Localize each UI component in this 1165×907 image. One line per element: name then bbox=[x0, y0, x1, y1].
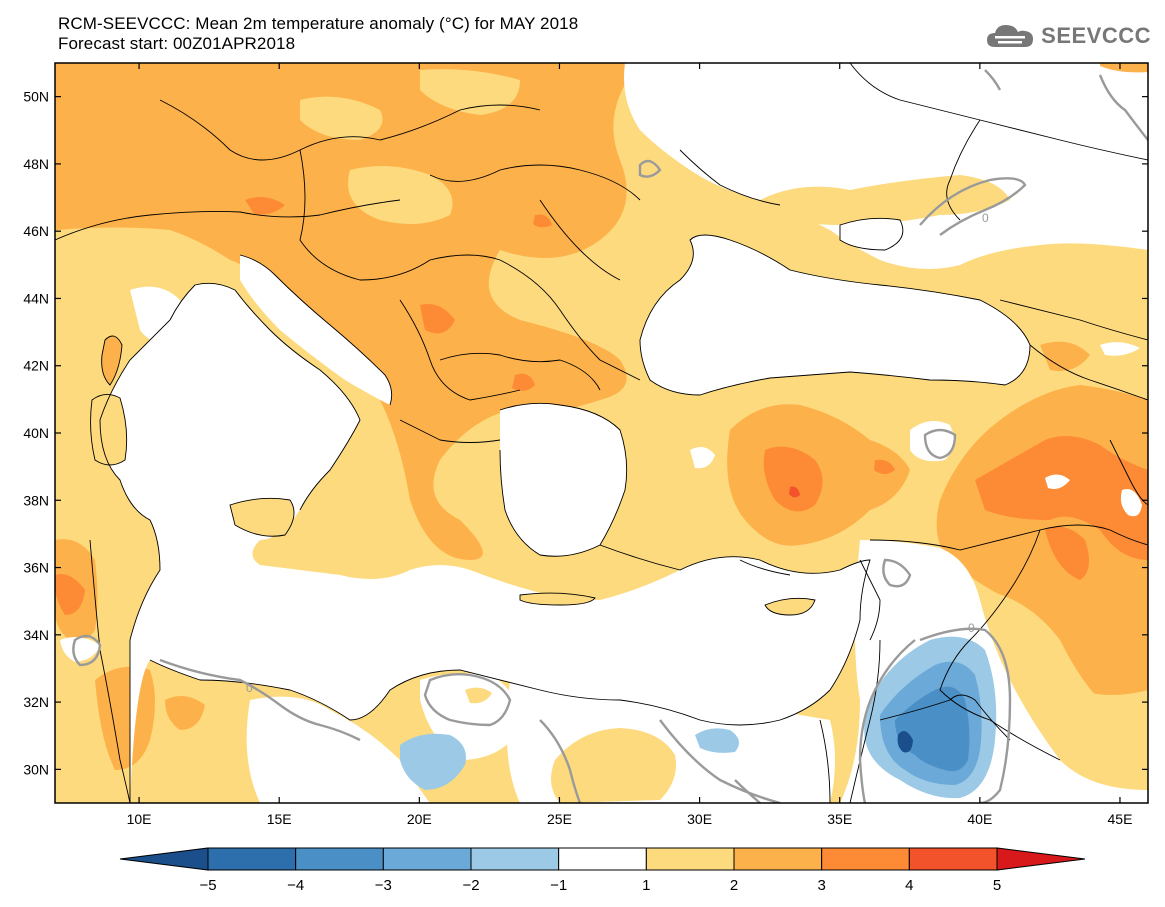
legend-swatch bbox=[733, 847, 823, 871]
legend-tick-label: −4 bbox=[287, 877, 304, 894]
legend-swatch bbox=[207, 847, 297, 871]
field-3-4-turkey-east bbox=[874, 459, 895, 474]
field-white-turkey-east bbox=[1045, 474, 1070, 489]
legend-arrow-high bbox=[996, 847, 1086, 871]
field-1-2-middle-east bbox=[985, 590, 1148, 771]
lon-label: 25E bbox=[547, 811, 572, 827]
field-neg-1-2-libya bbox=[400, 733, 466, 790]
contour-label-0c: 0 bbox=[246, 681, 253, 695]
lat-label: 46N bbox=[23, 223, 49, 239]
legend-swatch bbox=[558, 847, 647, 871]
field-2-3-libya-west bbox=[165, 696, 205, 730]
lat-label: 34N bbox=[23, 627, 49, 643]
field-white-armenia bbox=[1120, 489, 1142, 517]
field-white-turkey-spot2 bbox=[690, 446, 715, 469]
sea-black bbox=[640, 235, 1030, 395]
island-cyprus bbox=[765, 598, 815, 615]
anomaly-fields: 0 0 0 bbox=[55, 63, 1148, 803]
lat-label: 30N bbox=[23, 761, 49, 777]
lat-label: 42N bbox=[23, 358, 49, 374]
sea-adriatic bbox=[240, 255, 392, 405]
colorbar-legend: −5 −4 −3 −2 −1 1 2 3 4 5 bbox=[119, 847, 1086, 894]
lat-label: 36N bbox=[23, 560, 49, 576]
lon-label: 10E bbox=[127, 811, 152, 827]
contour-label-0: 0 bbox=[968, 621, 975, 635]
field-neg-4-5-jordan bbox=[897, 731, 913, 753]
title-line: RCM-SEEVCCC: Mean 2m temperature anomaly… bbox=[58, 14, 579, 33]
seevccc-logo: SEEVCCC bbox=[985, 21, 1151, 51]
sea-tyrrhenian bbox=[130, 286, 184, 345]
zero-contours bbox=[72, 69, 1148, 803]
field-3-4-romania bbox=[533, 214, 552, 228]
legend-tick-label: 5 bbox=[993, 877, 1001, 894]
legend-swatch bbox=[821, 847, 910, 871]
legend-swatch bbox=[295, 847, 384, 871]
island-corsica bbox=[101, 336, 122, 385]
field-3-4-austria bbox=[245, 196, 285, 215]
cloud-icon bbox=[987, 25, 1034, 47]
field-2-3-central-europe bbox=[55, 63, 640, 560]
latitude-axis: 30N 32N 34N 36N 38N 40N 42N 44N 46N 48N 50N bbox=[23, 89, 1148, 777]
forecast-start-line: Forecast start: 00Z01APR2018 bbox=[58, 34, 296, 53]
field-2-3-caucasus bbox=[1040, 341, 1090, 371]
lat-label: 44N bbox=[23, 290, 49, 306]
legend-tick-label: 2 bbox=[730, 877, 738, 894]
legend-swatch bbox=[908, 847, 998, 871]
lon-label: 30E bbox=[687, 811, 712, 827]
field-4-5-turkey bbox=[789, 486, 800, 498]
lat-label: 50N bbox=[23, 89, 49, 105]
legend-swatch bbox=[470, 847, 560, 871]
field-1-2-hungary bbox=[348, 166, 453, 224]
field-3-4-turkey bbox=[763, 446, 823, 512]
lon-label: 40E bbox=[967, 811, 992, 827]
sea-aegean bbox=[500, 403, 627, 557]
field-3-4-maghreb bbox=[55, 574, 85, 615]
sea-mediterranean bbox=[100, 283, 870, 803]
map-title: RCM-SEEVCCC: Mean 2m temperature anomaly… bbox=[58, 14, 578, 54]
legend-tick-label: 1 bbox=[642, 877, 650, 894]
field-3-4-bulgaria bbox=[512, 373, 535, 391]
field-3-4-east bbox=[975, 436, 1148, 560]
field-2-3-tunisia-south bbox=[95, 666, 155, 770]
legend-swatch bbox=[382, 847, 472, 871]
island-sardinia bbox=[90, 394, 127, 465]
legend-tick-label: −1 bbox=[550, 877, 567, 894]
island-sicily bbox=[230, 498, 294, 537]
lat-label: 40N bbox=[23, 425, 49, 441]
lon-label: 20E bbox=[407, 811, 432, 827]
field-white-tunisia bbox=[60, 636, 100, 662]
legend-tick-label: −3 bbox=[375, 877, 392, 894]
lon-label: 35E bbox=[827, 811, 852, 827]
legend-tick-label: 3 bbox=[817, 877, 825, 894]
lat-label: 48N bbox=[23, 156, 49, 172]
island-crete bbox=[520, 593, 595, 605]
field-2-3-ne-corner bbox=[1100, 63, 1148, 73]
lat-label: 38N bbox=[23, 492, 49, 508]
legend-arrow-low bbox=[119, 847, 209, 871]
field-neg-3-4-jordan bbox=[895, 686, 970, 772]
legend-tick-label: 4 bbox=[905, 877, 913, 894]
legend-tick-label: −5 bbox=[199, 877, 216, 894]
field-3-4-syria bbox=[1045, 526, 1089, 580]
field-white-caucasus bbox=[1100, 342, 1140, 356]
field-1-2-libya-dot bbox=[465, 687, 492, 704]
lon-label: 15E bbox=[267, 811, 292, 827]
borders bbox=[55, 63, 1148, 803]
field-1-2-egypt-blob bbox=[551, 728, 676, 803]
field-3-4-serbia bbox=[420, 304, 455, 334]
lon-label: 45E bbox=[1108, 811, 1133, 827]
sea-azov bbox=[840, 218, 903, 250]
longitude-axis: 10E 15E 20E 25E 30E 35E 40E 45E bbox=[127, 63, 1133, 827]
legend-swatch bbox=[645, 847, 735, 871]
field-1-2-poland bbox=[420, 69, 520, 115]
logo-text: SEEVCCC bbox=[1041, 23, 1151, 48]
contour-label-0b: 0 bbox=[982, 211, 989, 225]
field-white-libya bbox=[246, 696, 430, 803]
lat-label: 32N bbox=[23, 694, 49, 710]
field-white-ukraine bbox=[624, 63, 1148, 269]
legend-tick-label: −2 bbox=[462, 877, 479, 894]
field-1-2-czech bbox=[300, 96, 383, 140]
field-neg-1-2-egypt bbox=[695, 728, 739, 753]
